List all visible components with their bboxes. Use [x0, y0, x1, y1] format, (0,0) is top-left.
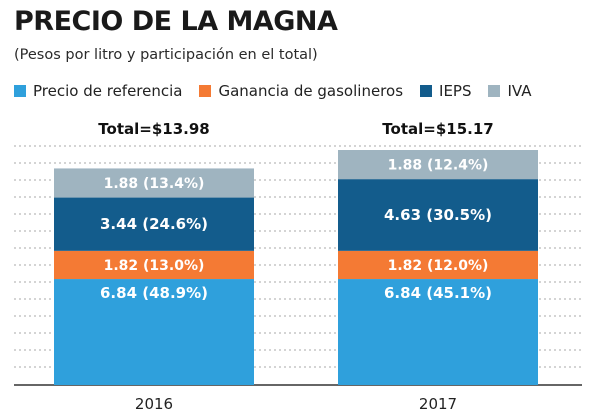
- bar-segment-ganancia-de-gasolineros-2017: [338, 250, 538, 280]
- data-label-iva-2016: 1.88 (13.4%): [104, 176, 205, 192]
- legend-label-ieps: IEPS: [439, 82, 472, 100]
- legend-swatch-ganancia-gasolineros: [199, 85, 212, 97]
- x-tick-label-2016: 2016: [135, 395, 173, 413]
- bar-segment-ieps-2017: [338, 179, 538, 251]
- legend-swatch-iva: [488, 85, 501, 97]
- data-label-precio-de-referencia-2016: 6.84 (48.9%): [100, 284, 208, 302]
- legend-swatch-ieps: [420, 85, 433, 97]
- legend-item-iva: IVA: [488, 82, 531, 100]
- chart-title: PRECIO DE LA MAGNA: [14, 6, 338, 37]
- data-label-ieps-2016: 3.44 (24.6%): [100, 215, 208, 233]
- data-label-ieps-2017: 4.63 (30.5%): [384, 206, 492, 224]
- data-label-iva-2017: 1.88 (12.4%): [388, 158, 489, 174]
- bar-segment-iva-2017: [338, 150, 538, 180]
- legend-label-iva: IVA: [507, 82, 532, 100]
- total-label-2016: Total=$13.98: [98, 120, 210, 138]
- data-label-ganancia-de-gasolineros-2017: 1.82 (12.0%): [388, 258, 489, 274]
- legend-label-ganancia-gasolineros: Ganancia de gasolineros: [218, 82, 404, 100]
- data-label-precio-de-referencia-2017: 6.84 (45.1%): [384, 284, 492, 302]
- bar-segment-precio-de-referencia-2017: [338, 279, 538, 385]
- x-tick-label-2017: 2017: [419, 395, 457, 413]
- legend-item-ieps: IEPS: [420, 82, 471, 100]
- legend-item-precio-referencia: Precio de referencia: [14, 82, 182, 100]
- data-label-ganancia-de-gasolineros-2016: 1.82 (13.0%): [104, 258, 205, 274]
- legend: Precio de referencia Ganancia de gasolin…: [14, 82, 548, 100]
- bar-segment-ieps-2016: [54, 197, 254, 251]
- bar-segment-ganancia-de-gasolineros-2016: [54, 250, 254, 280]
- legend-item-ganancia-gasolineros: Ganancia de gasolineros: [199, 82, 403, 100]
- legend-label-precio-referencia: Precio de referencia: [33, 82, 183, 100]
- bar-segment-precio-de-referencia-2016: [54, 279, 254, 385]
- legend-swatch-precio-referencia: [14, 85, 26, 97]
- total-label-2017: Total=$15.17: [382, 120, 494, 138]
- chart-subtitle: (Pesos por litro y participación en el t…: [14, 47, 318, 63]
- bar-segment-iva-2016: [54, 168, 254, 198]
